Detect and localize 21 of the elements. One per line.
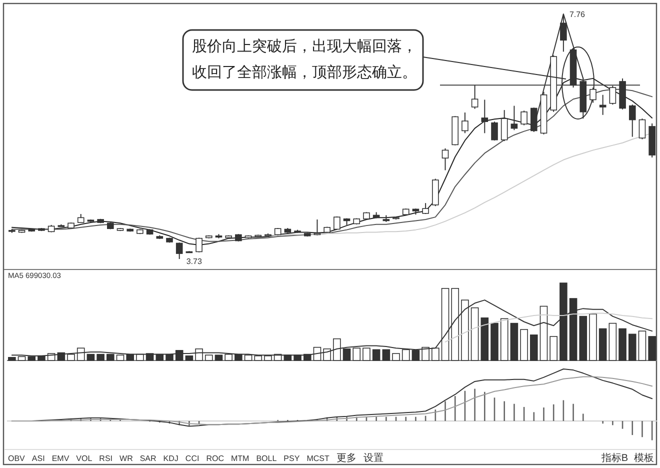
annotation: 7.76	[569, 10, 586, 19]
text: WR	[120, 454, 134, 463]
text: 模板	[634, 452, 654, 464]
text: KDJ	[163, 454, 178, 463]
text: VOL	[76, 454, 93, 463]
text: OBV	[8, 454, 26, 463]
text: MTM	[230, 454, 250, 463]
text: RSI	[99, 454, 113, 463]
text: 更多	[336, 452, 356, 464]
text: SAR	[140, 454, 157, 463]
text: 设置	[363, 452, 384, 464]
text: MCST	[306, 454, 330, 463]
annotation: 股价向上突破后，出现大幅回落，收回了全部涨幅，顶部形态确立。	[192, 38, 418, 83]
annotation: 3.73	[186, 257, 202, 266]
text: BOLL	[256, 454, 278, 463]
text: ASI	[32, 454, 45, 463]
text: CCI	[185, 454, 200, 463]
text: EMV	[52, 454, 70, 463]
text: PSY	[284, 454, 300, 463]
text: ROC	[206, 454, 224, 463]
text: 指标B	[600, 452, 628, 464]
